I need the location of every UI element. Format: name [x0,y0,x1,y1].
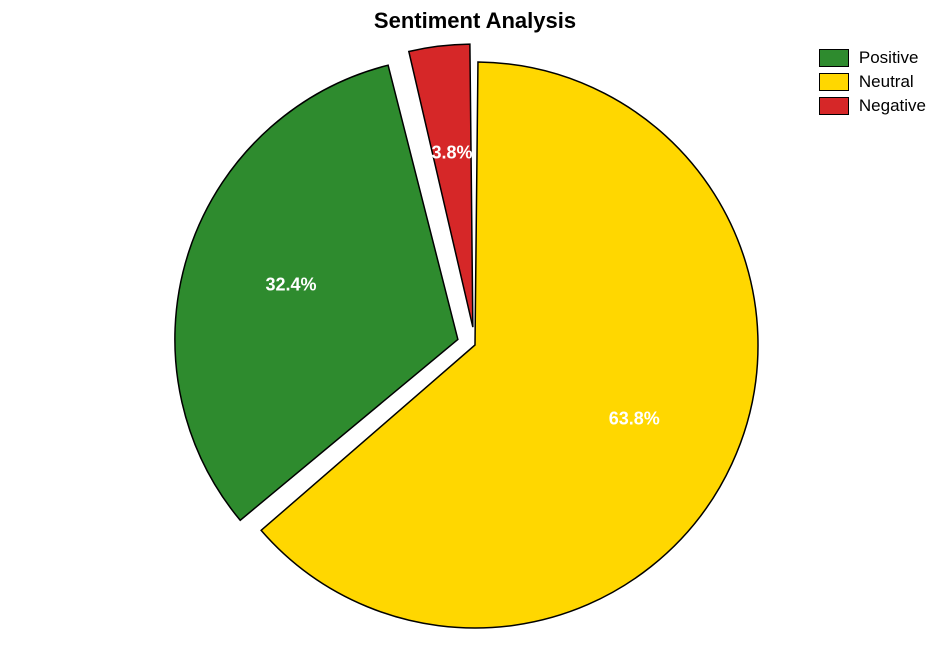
legend-item-neutral: Neutral [819,72,926,92]
legend-swatch-neutral [819,73,849,91]
legend-swatch-positive [819,49,849,67]
slice-label-negative: 3.8% [431,142,472,163]
legend-label-negative: Negative [859,96,926,116]
legend-label-positive: Positive [859,48,919,68]
slice-label-positive: 32.4% [265,275,316,296]
sentiment-pie-chart: Sentiment Analysis PositiveNeutralNegati… [0,0,950,662]
legend-item-negative: Negative [819,96,926,116]
legend-swatch-negative [819,97,849,115]
legend-item-positive: Positive [819,48,926,68]
slice-label-neutral: 63.8% [609,408,660,429]
legend-label-neutral: Neutral [859,72,914,92]
chart-legend: Positive Neutral Negative [819,48,926,120]
pie-svg [0,0,950,662]
